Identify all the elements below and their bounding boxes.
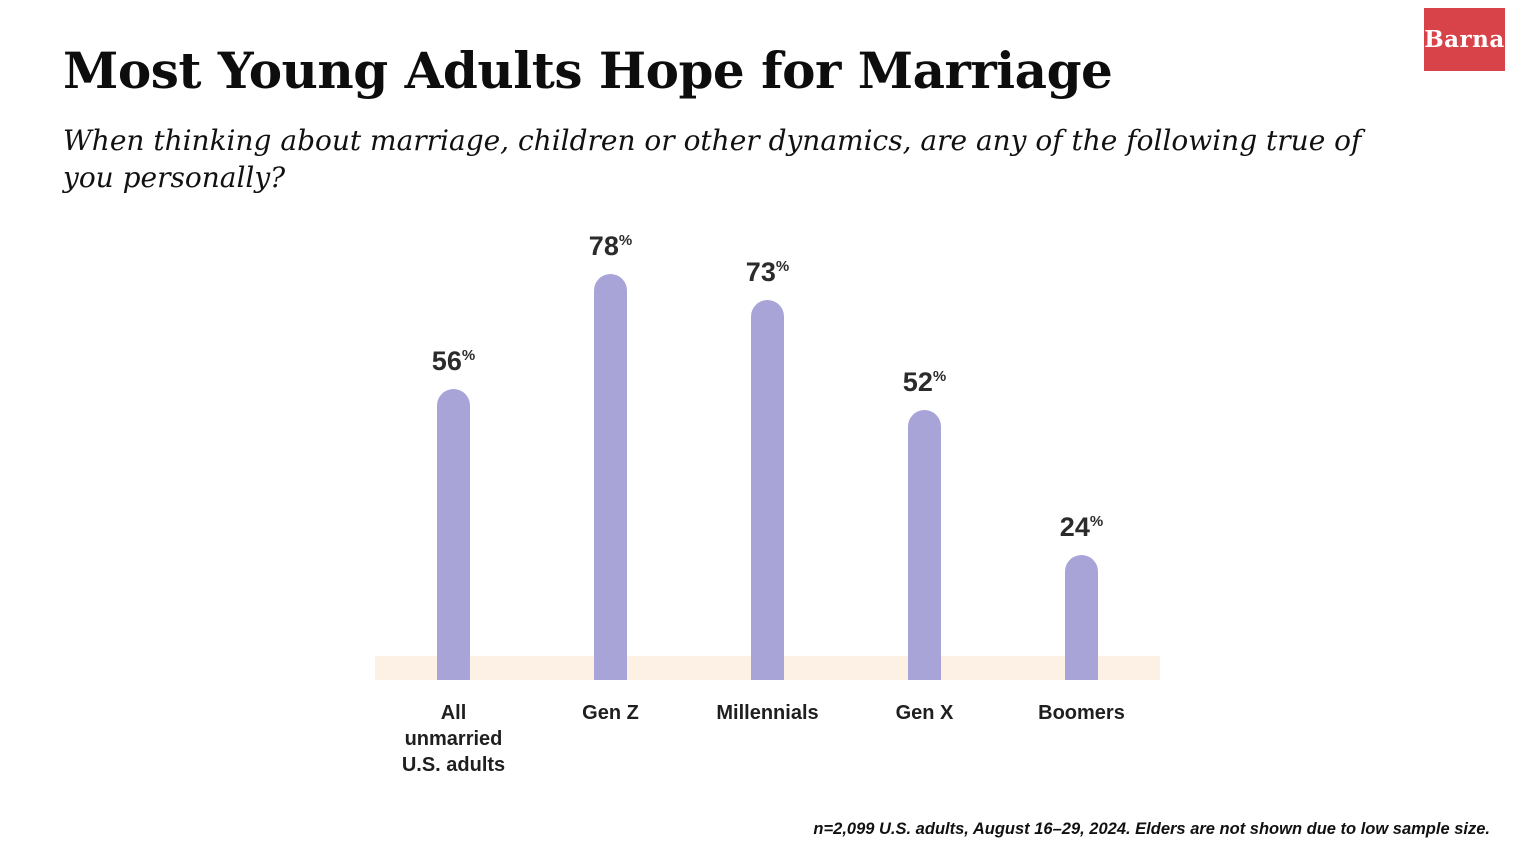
- bar-value-number: 52: [902, 367, 933, 397]
- chart-plot-area: 56% 78% 73% 52% 24%: [375, 228, 1160, 680]
- barna-logo-text: Barna: [1424, 26, 1505, 53]
- category-label-all-unmarried: All unmarried U.S. adults: [401, 702, 506, 776]
- percent-sign: %: [1089, 513, 1104, 530]
- percent-sign: %: [461, 347, 476, 364]
- bar: [437, 389, 470, 680]
- category-label-gen-x: Gen X: [895, 702, 954, 724]
- bar-column-millennials: 73%: [689, 228, 846, 680]
- category-label-boomers: Boomers: [1038, 702, 1125, 724]
- bar-chart: 56% 78% 73% 52% 24% All unmarried U.S. a…: [375, 228, 1160, 778]
- bar-value-number: 78: [588, 231, 619, 261]
- category-label-gen-z: Gen Z: [582, 702, 639, 724]
- bar-value-label: 56%: [432, 346, 475, 377]
- category-labels-row: All unmarried U.S. adults Gen Z Millenni…: [375, 700, 1160, 778]
- bar: [908, 410, 941, 680]
- bar-column-gen-z: 78%: [532, 228, 689, 680]
- bar-column-gen-x: 52%: [846, 228, 1003, 680]
- header: Most Young Adults Hope for Marriage When…: [0, 0, 1536, 197]
- percent-sign: %: [775, 258, 790, 275]
- bar-value-number: 56: [431, 346, 462, 376]
- bar-value-label: 52%: [903, 367, 946, 398]
- bar-value-number: 73: [745, 257, 776, 287]
- bar-column-boomers: 24%: [1003, 228, 1160, 680]
- footnote: n=2,099 U.S. adults, August 16–29, 2024.…: [813, 820, 1490, 838]
- bar: [594, 274, 627, 680]
- bar: [751, 300, 784, 680]
- category-label-millennials: Millennials: [716, 702, 819, 724]
- bar-value-label: 73%: [746, 257, 789, 288]
- bar-value-label: 78%: [589, 231, 632, 262]
- bar-column-all-unmarried: 56%: [375, 228, 532, 680]
- bar: [1065, 555, 1098, 680]
- bar-value-number: 24: [1059, 512, 1090, 542]
- percent-sign: %: [932, 368, 947, 385]
- page-title: Most Young Adults Hope for Marriage: [63, 41, 1113, 100]
- percent-sign: %: [618, 232, 633, 249]
- barna-logo: Barna: [1424, 8, 1505, 71]
- chart-subtitle: When thinking about marriage, children o…: [63, 123, 1362, 195]
- bar-value-label: 24%: [1060, 512, 1103, 543]
